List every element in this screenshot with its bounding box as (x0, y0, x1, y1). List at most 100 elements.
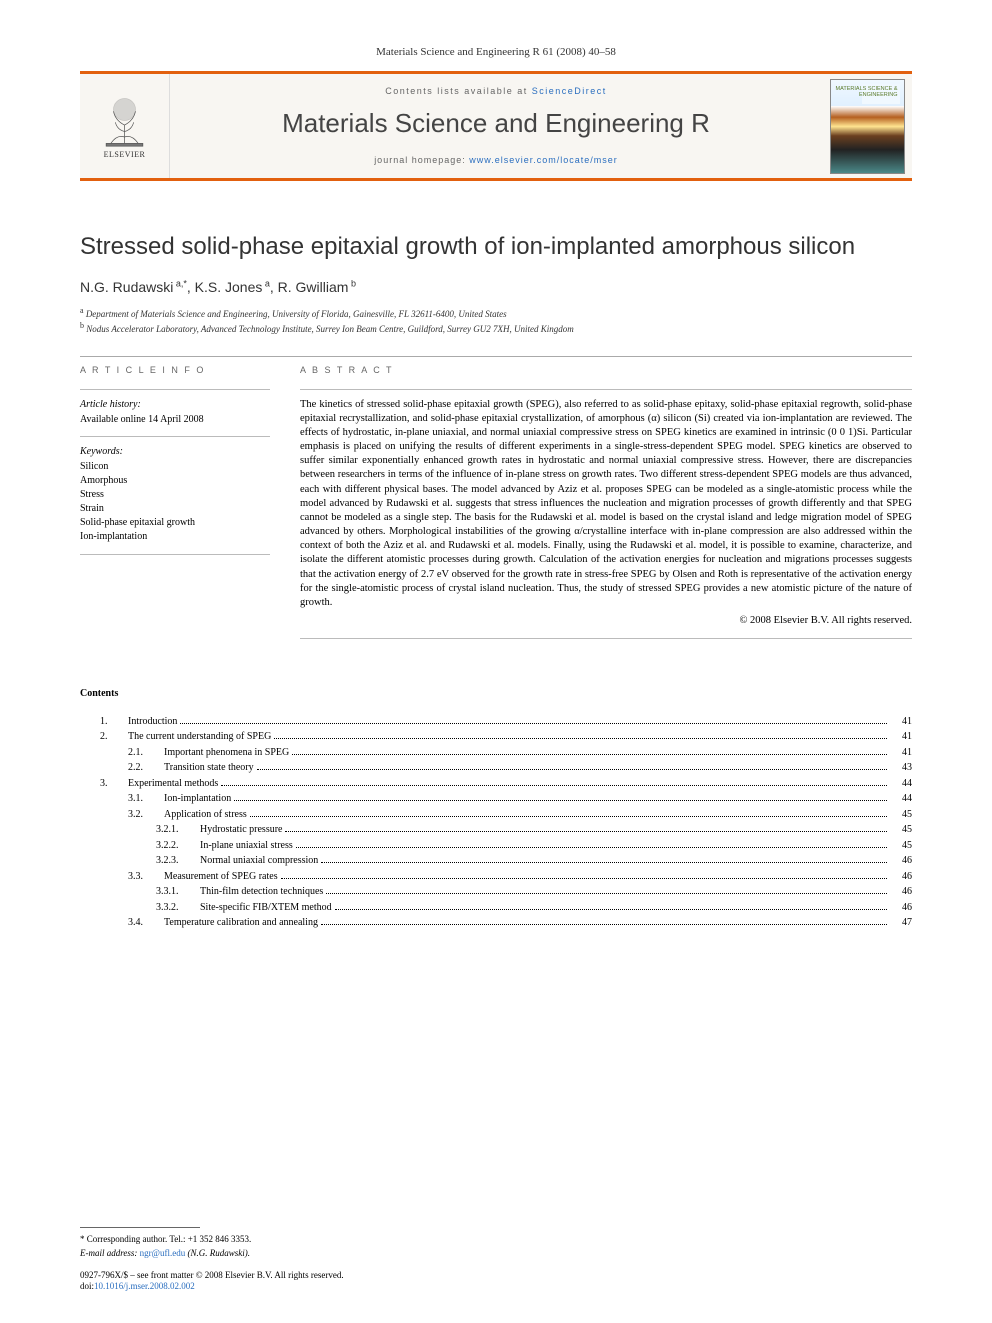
toc-page: 46 (890, 884, 912, 900)
contents-available-text: Contents lists available at ScienceDirec… (385, 86, 607, 98)
toc-number: 3.3.2. (156, 900, 200, 916)
elsevier-tree-icon (97, 93, 152, 148)
toc-entry[interactable]: 3.3.2.Site-specific FIB/XTEM method 46 (80, 900, 912, 916)
toc-entry[interactable]: 1.Introduction 41 (80, 714, 912, 730)
toc-entry[interactable]: 3.1.Ion-implantation 44 (80, 791, 912, 807)
toc-page: 45 (890, 838, 912, 854)
toc-number: 3.2. (128, 807, 164, 823)
toc-number: 3.2.1. (156, 822, 200, 838)
toc-title: Normal uniaxial compression (200, 853, 318, 869)
divider (80, 554, 270, 555)
toc-page: 44 (890, 776, 912, 792)
journal-name: Materials Science and Engineering R (282, 107, 710, 141)
toc-entry[interactable]: 3.3.Measurement of SPEG rates46 (80, 869, 912, 885)
toc-number: 2.1. (128, 745, 164, 761)
toc-page: 43 (890, 760, 912, 776)
divider (80, 356, 912, 357)
toc-page: 41 (890, 714, 912, 730)
toc-number: 3.2.3. (156, 853, 200, 869)
toc-entry[interactable]: 3.Experimental methods 44 (80, 776, 912, 792)
toc-title: In-plane uniaxial stress (200, 838, 293, 854)
journal-homepage-link[interactable]: www.elsevier.com/locate/mser (469, 155, 618, 165)
toc-title: Measurement of SPEG rates (164, 869, 278, 885)
affiliations: a Department of Materials Science and En… (80, 305, 912, 336)
abstract-text: The kinetics of stressed solid-phase epi… (300, 398, 912, 611)
doi-link[interactable]: 10.1016/j.mser.2008.02.002 (94, 1281, 195, 1291)
toc-number: 2.2. (128, 760, 164, 776)
page-footer: * Corresponding author. Tel.: +1 352 846… (80, 1227, 912, 1293)
article-info-column: A R T I C L E I N F O Article history: A… (80, 365, 270, 647)
affiliation: a Department of Materials Science and En… (80, 305, 912, 321)
toc-page: 44 (890, 791, 912, 807)
email-line: E-mail address: ngr@ufl.edu (N.G. Rudaws… (80, 1248, 912, 1260)
keyword: Silicon (80, 460, 270, 474)
article-title: Stressed solid-phase epitaxial growth of… (80, 231, 912, 262)
journal-homepage: journal homepage: www.elsevier.com/locat… (374, 155, 618, 167)
journal-cover-thumb: MATERIALS SCIENCE & ENGINEERING (822, 74, 912, 178)
toc-title: Important phenomena in SPEG (164, 745, 289, 761)
article-history-text: Available online 14 April 2008 (80, 413, 270, 426)
toc-number: 3.1. (128, 791, 164, 807)
table-of-contents: 1.Introduction412.The current understand… (80, 714, 912, 931)
toc-page: 45 (890, 822, 912, 838)
author-email-link[interactable]: ngr@ufl.edu (140, 1248, 186, 1258)
toc-page: 41 (890, 745, 912, 761)
keywords-list: SiliconAmorphousStressStrainSolid-phase … (80, 460, 270, 544)
toc-entry[interactable]: 3.4.Temperature calibration and annealin… (80, 915, 912, 931)
toc-title: Ion-implantation (164, 791, 231, 807)
toc-entry[interactable]: 2.1.Important phenomena in SPEG 41 (80, 745, 912, 761)
toc-entry[interactable]: 2.The current understanding of SPEG 41 (80, 729, 912, 745)
toc-number: 3.4. (128, 915, 164, 931)
keyword: Amorphous (80, 474, 270, 488)
toc-entry[interactable]: 3.2.3.Normal uniaxial compression 46 (80, 853, 912, 869)
toc-page: 47 (890, 915, 912, 931)
author-list: N.G. Rudawski a,*, K.S. Jones a, R. Gwil… (80, 278, 912, 296)
sciencedirect-link[interactable]: ScienceDirect (532, 86, 607, 96)
toc-title: Transition state theory (164, 760, 254, 776)
abstract-column: A B S T R A C T The kinetics of stressed… (300, 365, 912, 647)
keyword: Ion-implantation (80, 530, 270, 544)
affiliation: b Nodus Accelerator Laboratory, Advanced… (80, 320, 912, 336)
toc-title: Introduction (128, 714, 177, 730)
header-citation: Materials Science and Engineering R 61 (… (80, 45, 912, 59)
toc-entry[interactable]: 3.2.Application of stress45 (80, 807, 912, 823)
toc-page: 41 (890, 729, 912, 745)
toc-number: 3.3.1. (156, 884, 200, 900)
publisher-logo: ELSEVIER (80, 74, 170, 178)
toc-page: 46 (890, 869, 912, 885)
footer-copyright: 0927-796X/$ – see front matter © 2008 El… (80, 1270, 912, 1293)
corresponding-author: * Corresponding author. Tel.: +1 352 846… (80, 1234, 912, 1246)
keyword: Strain (80, 502, 270, 516)
toc-page: 45 (890, 807, 912, 823)
article-info-header: A R T I C L E I N F O (80, 365, 270, 377)
toc-number: 1. (100, 714, 128, 730)
toc-title: Hydrostatic pressure (200, 822, 282, 838)
toc-entry[interactable]: 2.2.Transition state theory 43 (80, 760, 912, 776)
toc-entry[interactable]: 3.2.2.In-plane uniaxial stress 45 (80, 838, 912, 854)
toc-number: 3.2.2. (156, 838, 200, 854)
toc-title: Experimental methods (128, 776, 218, 792)
toc-page: 46 (890, 900, 912, 916)
toc-number: 2. (100, 729, 128, 745)
masthead-center: Contents lists available at ScienceDirec… (170, 74, 822, 178)
article-history-label: Article history: (80, 398, 270, 411)
keyword: Stress (80, 488, 270, 502)
divider (80, 1227, 200, 1228)
keyword: Solid-phase epitaxial growth (80, 516, 270, 530)
toc-title: Site-specific FIB/XTEM method (200, 900, 332, 916)
keywords-label: Keywords: (80, 445, 270, 458)
toc-title: The current understanding of SPEG (128, 729, 271, 745)
toc-title: Thin-film detection techniques (200, 884, 323, 900)
divider (300, 389, 912, 390)
toc-entry[interactable]: 3.3.1.Thin-film detection techniques 46 (80, 884, 912, 900)
abstract-header: A B S T R A C T (300, 365, 912, 377)
divider (300, 638, 912, 639)
toc-page: 46 (890, 853, 912, 869)
toc-title: Temperature calibration and annealing (164, 915, 318, 931)
toc-number: 3. (100, 776, 128, 792)
abstract-copyright: © 2008 Elsevier B.V. All rights reserved… (300, 614, 912, 628)
journal-masthead: ELSEVIER Contents lists available at Sci… (80, 71, 912, 181)
toc-entry[interactable]: 3.2.1.Hydrostatic pressure 45 (80, 822, 912, 838)
divider (80, 389, 270, 390)
divider (80, 436, 270, 437)
